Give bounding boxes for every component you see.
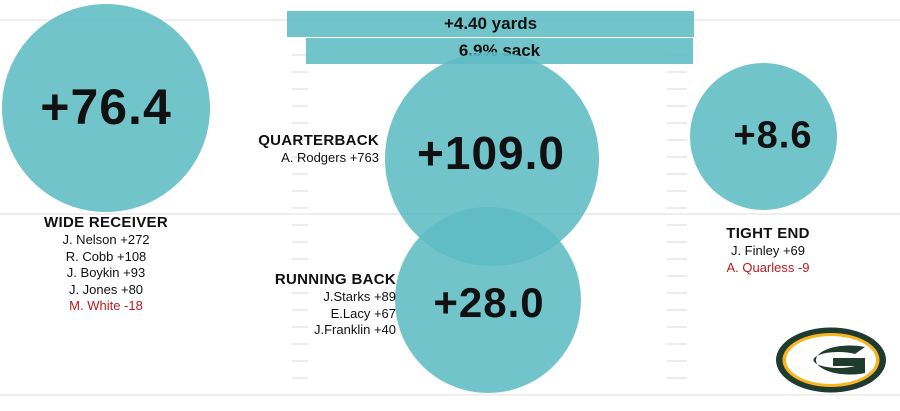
position-title: RUNNING BACK bbox=[274, 271, 396, 288]
player-stat: J.Starks +89 bbox=[323, 289, 396, 304]
player-stat: E.Lacy +67 bbox=[330, 305, 396, 321]
yards-bar-label: +4.40 yards bbox=[443, 14, 538, 33]
player-stat: J. Jones +80 bbox=[68, 281, 144, 297]
label-quarterback: QUARTERBACK A. Rodgers +763 bbox=[220, 132, 379, 167]
player-stat: J. Nelson +272 bbox=[62, 232, 150, 247]
player-stat: J.Franklin +40 bbox=[313, 322, 396, 337]
packers-g-logo-icon bbox=[774, 326, 888, 394]
yards-bar: +4.40 yards bbox=[287, 11, 694, 37]
player-stat: J. Finley +69 bbox=[730, 243, 806, 258]
position-title: WIDE RECEIVER bbox=[44, 214, 168, 231]
value-running-back: +28.0 bbox=[433, 279, 545, 326]
position-title: TIGHT END bbox=[726, 225, 810, 242]
position-title: QUARTERBACK bbox=[258, 132, 379, 149]
label-wide-receiver: WIDE RECEIVER J. Nelson +272 R. Cobb +10… bbox=[11, 214, 201, 315]
label-running-back: RUNNING BACK J.Starks +89 E.Lacy +67 J.F… bbox=[236, 271, 396, 339]
bubble-quarterback bbox=[385, 52, 599, 266]
value-wide-receiver: +76.4 bbox=[40, 79, 172, 135]
player-stat: J. Boykin +93 bbox=[66, 265, 146, 280]
value-quarterback: +109.0 bbox=[417, 127, 565, 179]
player-stat: R. Cobb +108 bbox=[65, 248, 147, 264]
player-stat: M. White -18 bbox=[69, 298, 143, 313]
player-stat: A. Quarless -9 bbox=[726, 259, 810, 275]
value-tight-end: +8.6 bbox=[733, 114, 813, 157]
bubble-tight-end bbox=[690, 63, 837, 210]
label-tight-end: TIGHT END J. Finley +69 A. Quarless -9 bbox=[688, 225, 848, 276]
player-stat: A. Rodgers +763 bbox=[281, 150, 379, 165]
bubble-wide-receiver bbox=[2, 4, 210, 212]
